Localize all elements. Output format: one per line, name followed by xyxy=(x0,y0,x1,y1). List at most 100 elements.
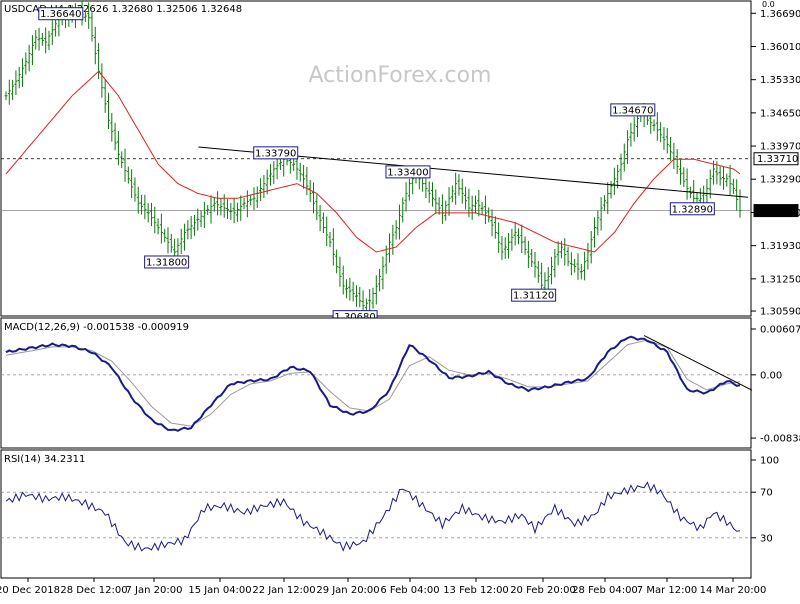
ohlc-bar-13 xyxy=(47,30,51,51)
ohlc-bar-90 xyxy=(302,164,306,189)
ohlc-bar-91 xyxy=(305,166,309,196)
rsi-lines xyxy=(1,481,751,552)
ohlc-bar-89 xyxy=(298,162,302,182)
ohlc-bar-199 xyxy=(662,127,666,150)
price-y-tick-label-5: 1.33290 xyxy=(760,175,800,186)
x-tick-label-2: 7 Jan 20:00 xyxy=(126,585,183,596)
price-annotation-1: 1.31800 xyxy=(144,255,190,269)
ohlc-bar-54 xyxy=(183,223,187,251)
price-panel-title: USDCAD,H4 1.32626 1.32680 1.32506 1.3264… xyxy=(4,4,242,15)
ohlc-bar-110 xyxy=(368,289,372,313)
ohlc-bar-68 xyxy=(229,202,233,220)
ohlc-bar-185 xyxy=(616,164,620,189)
ohlc-bar-4 xyxy=(17,66,21,89)
price-y-tick-label-7: 1.31930 xyxy=(760,241,800,252)
ohlc-bar-169 xyxy=(563,238,567,266)
ohlc-bar-33 xyxy=(113,122,117,151)
ohlc-bar-198 xyxy=(659,122,663,143)
ohlc-bar-114 xyxy=(381,256,385,290)
time-x-axis: 20 Dec 2018 28 Dec 12:007 Jan 20:00 15 Jan… xyxy=(0,578,766,596)
ohlc-bar-107 xyxy=(358,286,362,308)
price-y-tick-label-4: 1.33970 xyxy=(760,142,800,153)
x-tick-label-3: 15 Jan 04:00 xyxy=(188,585,251,596)
x-tick-label-7: 13 Feb 12:00 xyxy=(443,585,509,596)
rsi-y-tick-label-1: 70 xyxy=(760,488,773,499)
ohlc-bar-57 xyxy=(192,215,196,236)
ohlc-bar-130 xyxy=(434,189,438,214)
ohlc-bar-145 xyxy=(483,195,487,225)
ohlc-bar-159 xyxy=(530,248,534,267)
ohlc-bar-49 xyxy=(166,227,170,254)
ohlc-bar-146 xyxy=(487,207,491,223)
rsi-y-tick-label-0: 100 xyxy=(760,456,779,467)
ohlc-bar-122 xyxy=(407,178,411,201)
ohlc-bar-165 xyxy=(550,256,554,285)
ohlc-bar-129 xyxy=(431,182,435,207)
ohlc-bar-186 xyxy=(619,153,623,181)
ohlc-bar-174 xyxy=(579,263,583,280)
ohlc-bar-69 xyxy=(232,198,236,224)
ohlc-bar-116 xyxy=(388,233,392,263)
price-panel: ActionForex.com USDCAD,H4 1.32626 1.3268… xyxy=(0,0,800,324)
price-annotation-label-6: 1.34670 xyxy=(612,105,653,116)
ohlc-bar-63 xyxy=(212,196,216,212)
ohlc-bar-219 xyxy=(728,164,732,195)
ohlc-bar-102 xyxy=(341,265,345,295)
price-annotations: 1.366401.318001.337901.306801.334001.311… xyxy=(38,7,715,324)
ohlc-bar-78 xyxy=(262,175,266,199)
ohlc-bar-144 xyxy=(480,202,484,215)
ohlc-bar-173 xyxy=(576,253,580,280)
top-right-label: 0.0 xyxy=(762,0,775,9)
ohlc-bar-92 xyxy=(308,180,312,203)
ohlc-bar-164 xyxy=(546,267,550,290)
ohlc-bar-80 xyxy=(269,164,273,186)
ohlc-bar-26 xyxy=(90,12,94,42)
ohlc-bar-53 xyxy=(179,228,183,254)
price-right-labels: 1.33710 1.32648 xyxy=(753,152,799,218)
ohlc-bar-81 xyxy=(272,161,276,185)
ohlc-bar-67 xyxy=(226,199,230,219)
ohlc-bar-37 xyxy=(126,166,130,184)
price-annotation-box-7 xyxy=(669,202,715,216)
ohlc-bar-109 xyxy=(364,298,368,313)
macd-y-tick-label-2: -0.008381 xyxy=(760,434,800,445)
x-tick-label-1: 28 Dec 12:00 xyxy=(60,585,127,596)
ohlc-bar-148 xyxy=(493,216,497,239)
price-y-tick-label-9: 1.30590 xyxy=(760,307,800,318)
macd-y-tick-label-1: 0.00 xyxy=(760,370,782,381)
ohlc-bar-103 xyxy=(345,279,349,299)
ohlc-bar-45 xyxy=(153,206,157,234)
price-annotation-2: 1.33790 xyxy=(253,146,299,160)
ohlc-bar-201 xyxy=(669,136,673,161)
ohlc-bar-55 xyxy=(186,220,190,240)
ohlc-bar-35 xyxy=(120,151,124,169)
ohlc-bar-166 xyxy=(553,248,557,278)
price-y-tick-label-1: 1.36010 xyxy=(760,42,800,53)
ohlc-bar-14 xyxy=(50,18,54,45)
moving-average-line xyxy=(5,70,741,253)
ohlc-bar-188 xyxy=(626,130,630,165)
ohlc-bar-3 xyxy=(14,70,18,96)
ohlc-bar-161 xyxy=(536,260,540,283)
price-annotation-label-1: 1.31800 xyxy=(146,257,187,268)
ohlc-bar-50 xyxy=(169,233,173,253)
price-y-tick-label-0: 1.36690 xyxy=(760,9,800,20)
ohlc-bar-217 xyxy=(721,166,725,190)
price-y-tick-label-8: 1.31250 xyxy=(760,274,800,285)
rsi-panel-frame xyxy=(0,449,752,579)
ohlc-bar-172 xyxy=(573,258,577,273)
ohlc-bar-143 xyxy=(477,189,481,217)
ohlc-bar-96 xyxy=(321,212,325,234)
ohlc-bar-47 xyxy=(159,213,163,244)
ohlc-bar-94 xyxy=(315,194,319,221)
last-price-label: 1.32648 xyxy=(757,206,798,217)
ohlc-bar-203 xyxy=(675,148,679,175)
ohlc-bar-36 xyxy=(123,148,127,182)
price-annotation-6: 1.34670 xyxy=(610,103,656,117)
ohlc-bar-59 xyxy=(199,210,203,228)
price-bars xyxy=(4,0,742,317)
price-y-tick-label-3: 1.34650 xyxy=(760,108,800,119)
ohlc-bar-2 xyxy=(11,79,15,100)
macd-panel-title: MACD(12,26,9) -0.001538 -0.000919 xyxy=(4,322,189,333)
